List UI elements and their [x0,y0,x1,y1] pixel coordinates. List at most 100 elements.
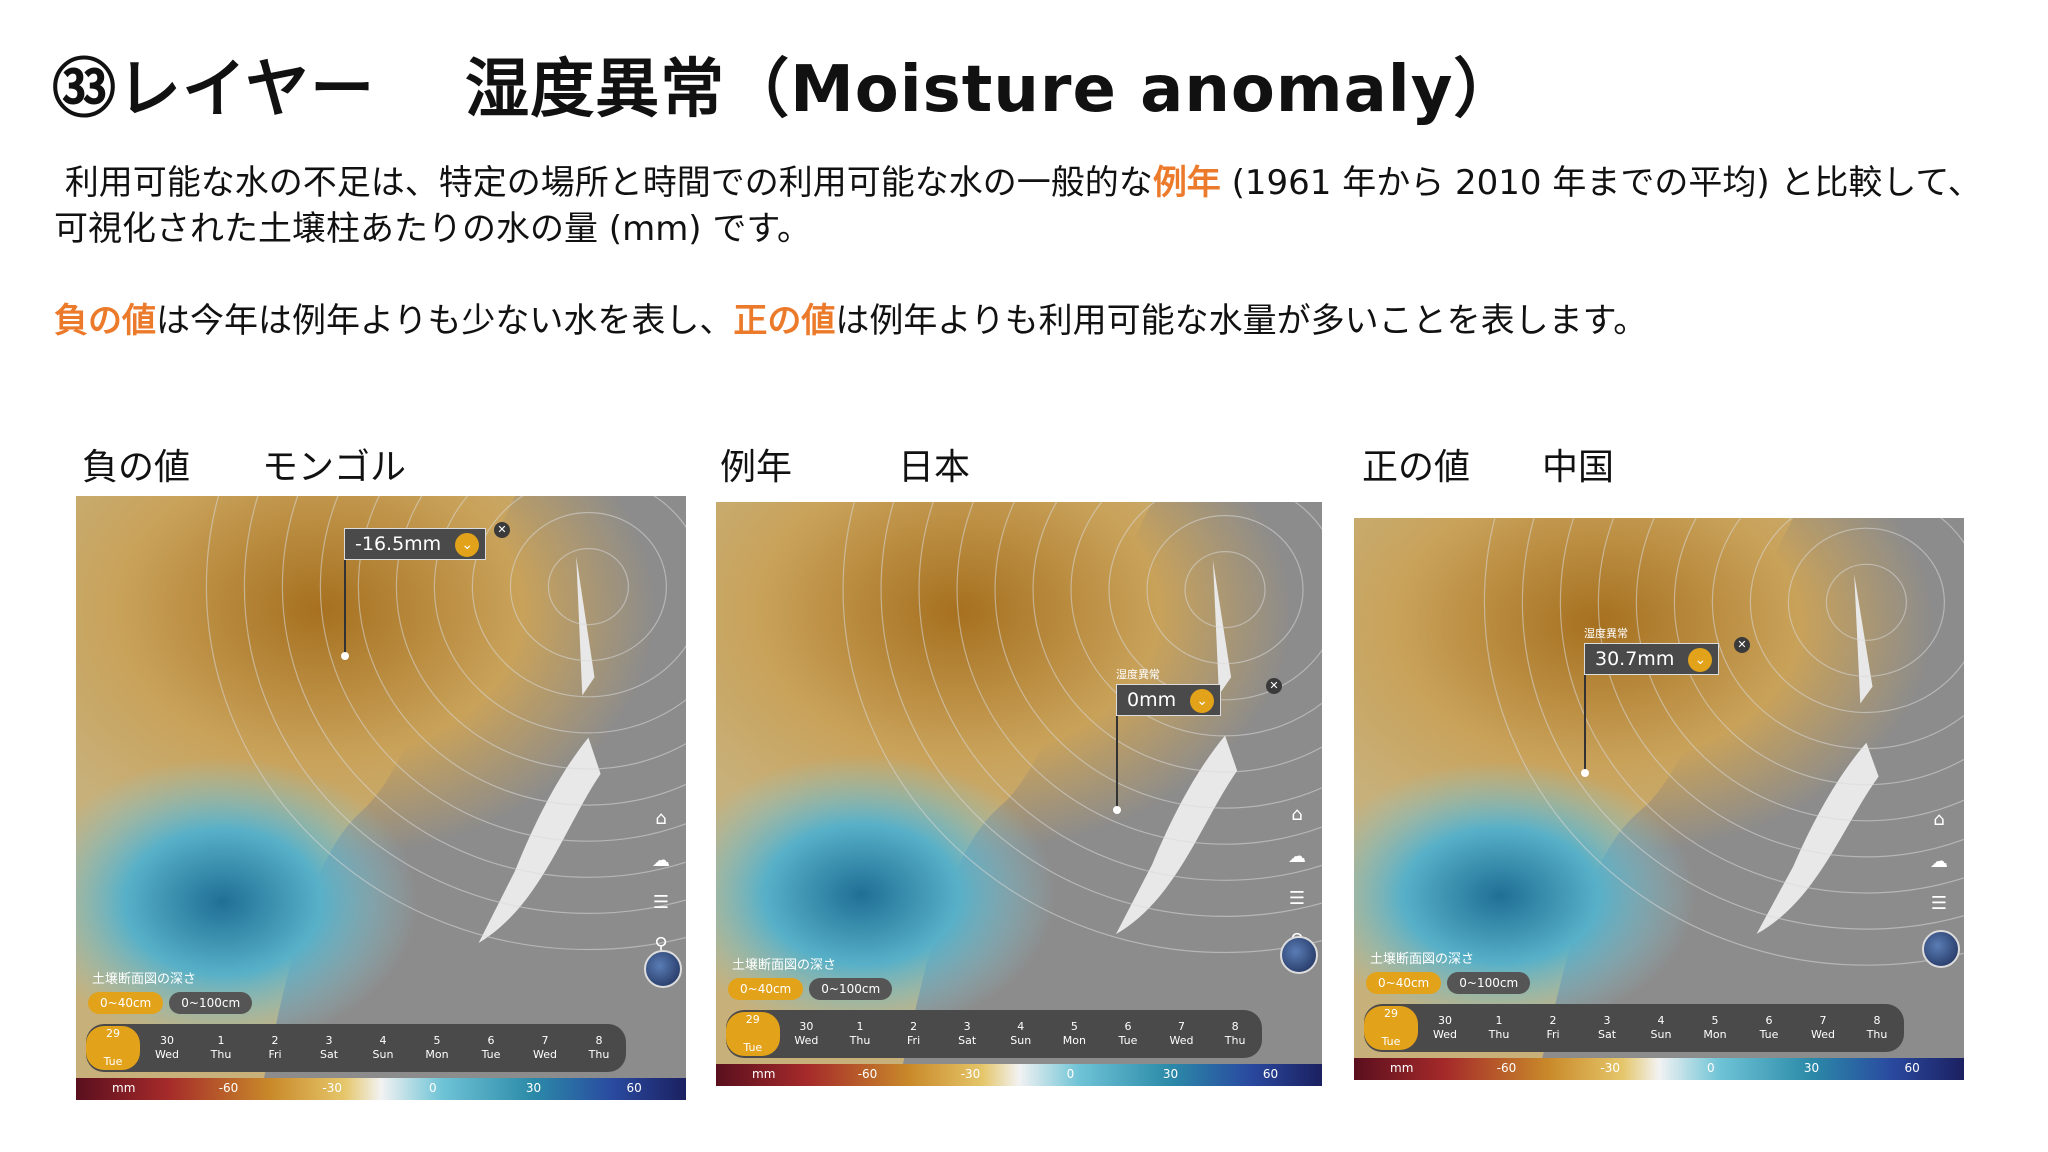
chevron-down-icon[interactable]: ⌄ [455,533,480,557]
tooltip-caption: 湿度異常 [1116,668,1160,681]
depth-tab-0-100[interactable]: 0~100cm [809,978,893,1000]
map-panel-negative[interactable]: -16.5mm ⌄ ✕ ⌂ ☁ ☰ ⚲ 土壌断面図の深さ 0~40cm 0~100cm 29 Tue 3… [76,496,686,1100]
day-weekday: Sun [1650,1028,1672,1041]
close-icon[interactable]: ✕ [1734,637,1750,653]
depth-tab-0-40[interactable]: 0~40cm [728,978,804,1000]
day-selector: 29 Tue 30 Wed 1 Thu 2 Fri 3 Sat 4 Sun 5 Mon 6 Tue 7 Wed 8 T… [726,1010,1262,1058]
map-controls: ⌂☁☰⚲ [1924,799,1954,967]
day-button[interactable]: 5 Mon [1048,1020,1102,1048]
location-marker[interactable] [1581,769,1589,777]
day-weekday: Fri [1546,1028,1560,1041]
day-number: 4 [379,1034,387,1047]
day-selector: 29 Tue 30 Wed 1 Thu 2 Fri 3 Sat 4 Sun 5 Mon 6 Tue 7 Wed 8 T… [1364,1004,1904,1052]
chevron-down-icon[interactable]: ⌄ [1190,689,1215,713]
location-marker[interactable] [1113,806,1121,814]
day-button[interactable]: 1 Thu [1472,1014,1526,1042]
day-number: 7 [541,1034,549,1047]
day-button[interactable]: 29 Tue [726,1012,780,1056]
day-number: 3 [963,1020,971,1033]
depth-tab-0-100[interactable]: 0~100cm [169,992,253,1014]
day-button[interactable]: 1 Thu [833,1020,887,1048]
avatar[interactable] [1280,936,1318,974]
day-number: 7 [1178,1020,1186,1033]
home-icon[interactable]: ⌂ [1933,809,1945,830]
panel-label-positive: 正の値 中国 [1362,438,1614,490]
day-number: 6 [1765,1014,1773,1027]
day-button[interactable]: 3 Sat [940,1020,994,1048]
scale-tick: -30 [960,1067,981,1081]
day-button[interactable]: 5 Mon [1688,1014,1742,1042]
day-number: 4 [1657,1014,1665,1027]
menu-icon[interactable]: ☰ [652,892,670,913]
day-weekday: Wed [1169,1034,1194,1047]
home-icon[interactable]: ⌂ [655,808,667,829]
day-button[interactable]: 3 Sat [1580,1014,1634,1042]
map-panel-positive[interactable]: 30.7mm⌄湿度異常✕⌂☁☰⚲土壌断面図の深さ0~40cm0~100cm29T… [1354,518,1964,1080]
panel-label-type: 負の値 [82,447,191,488]
day-weekday: Fri [907,1034,921,1047]
cloud-icon[interactable]: ☁ [1288,846,1306,867]
day-weekday: Fri [268,1048,282,1061]
description-paragraph-1: 利用可能な水の不足は、特定の場所と時間での利用可能な水の一般的な例年 (1961… [54,160,2004,252]
scale-unit: mm [112,1081,136,1095]
day-button[interactable]: 3 Sat [302,1034,356,1062]
cloud-icon[interactable]: ☁ [1930,851,1948,872]
value-tooltip[interactable]: 30.7mm ⌄ [1584,643,1720,675]
day-button[interactable]: 30 Wed [780,1020,834,1048]
day-button[interactable]: 7 Wed [518,1034,572,1062]
close-icon[interactable]: ✕ [494,522,510,538]
scale-tick: 60 [626,1081,642,1095]
home-icon[interactable]: ⌂ [1291,804,1303,825]
day-button[interactable]: 1 Thu [194,1034,248,1062]
value-tooltip[interactable]: 0mm ⌄ [1116,684,1222,716]
avatar[interactable] [644,950,682,988]
day-weekday: Sat [1597,1028,1617,1041]
day-button[interactable]: 2 Fri [1526,1014,1580,1042]
chevron-down-icon[interactable]: ⌄ [1688,648,1713,672]
day-weekday: Thu [588,1048,610,1061]
menu-icon[interactable]: ☰ [1288,888,1306,909]
menu-icon[interactable]: ☰ [1930,893,1948,914]
cloud-icon[interactable]: ☁ [652,850,670,871]
depth-tab-0-100[interactable]: 0~100cm [1447,972,1531,994]
day-button[interactable]: 4 Sun [994,1020,1048,1048]
day-button[interactable]: 5 Mon [410,1034,464,1062]
day-button[interactable]: 7 Wed [1796,1014,1850,1042]
moisture-anomaly-map[interactable] [76,496,686,1100]
search-icon[interactable]: ⚲ [654,934,668,955]
day-button[interactable]: 29 Tue [86,1026,140,1070]
avatar[interactable] [1922,930,1960,968]
day-button[interactable]: 30 Wed [140,1034,194,1062]
depth-tabs: 0~40cm 0~100cm [1366,972,1531,994]
moisture-anomaly-map[interactable] [1354,518,1964,1080]
day-number: 3 [325,1034,333,1047]
day-button[interactable]: 29 Tue [1364,1006,1418,1050]
day-button[interactable]: 4 Sun [356,1034,410,1062]
day-button[interactable]: 4 Sun [1634,1014,1688,1042]
day-button[interactable]: 6 Tue [1742,1014,1796,1042]
day-button[interactable]: 2 Fri [248,1034,302,1062]
day-number: 1 [1495,1014,1503,1027]
day-button[interactable]: 8 Thu [1208,1020,1262,1048]
depth-tab-0-40[interactable]: 0~40cm [1366,972,1442,994]
panel-label-negative: 負の値 モンゴル [82,438,406,490]
depth-tab-0-40[interactable]: 0~40cm [88,992,164,1014]
day-button[interactable]: 8 Thu [572,1034,626,1062]
location-marker[interactable] [341,652,349,660]
close-icon[interactable]: ✕ [1266,678,1282,694]
day-button[interactable]: 7 Wed [1155,1020,1209,1048]
day-weekday: Sun [372,1048,394,1061]
day-button[interactable]: 6 Tue [1101,1020,1155,1048]
day-button[interactable]: 30 Wed [1418,1014,1472,1042]
value-tooltip[interactable]: -16.5mm ⌄ [344,528,487,560]
moisture-anomaly-map[interactable] [716,502,1322,1086]
day-button[interactable]: 8 Thu [1850,1014,1904,1042]
day-button[interactable]: 2 Fri [887,1020,941,1048]
map-panel-normal[interactable]: 0mm⌄湿度異常✕⌂☁☰⚲土壌断面図の深さ0~40cm0~100cm29Tue3… [716,502,1322,1086]
panel-label-type: 例年 [720,447,793,488]
day-button[interactable]: 6 Tue [464,1034,518,1062]
day-weekday: Tue [1759,1028,1779,1041]
day-weekday: Thu [849,1034,871,1047]
panel-label-normal: 例年 日本 [720,438,970,490]
day-number: 2 [910,1020,918,1033]
